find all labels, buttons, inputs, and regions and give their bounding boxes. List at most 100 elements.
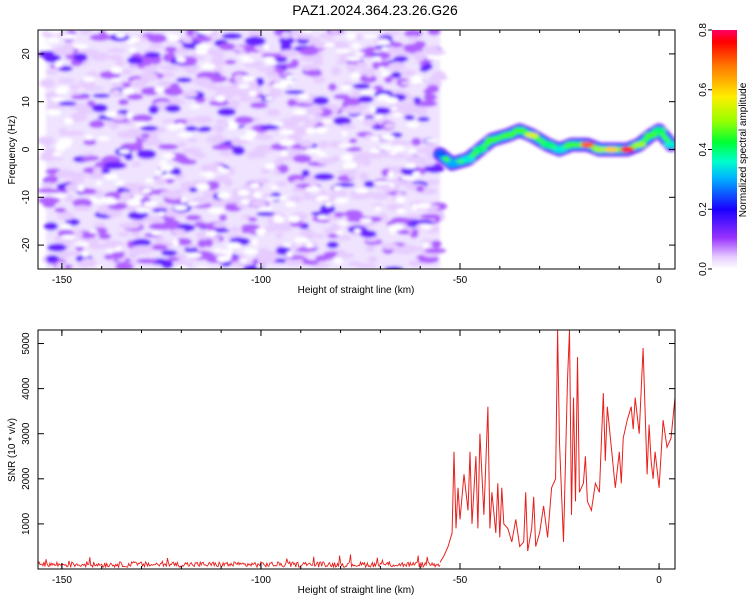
noise-blob — [117, 130, 139, 139]
noise-gap — [273, 217, 286, 224]
noise-blob — [275, 232, 284, 239]
noise-gap — [370, 148, 381, 154]
noise-blob — [384, 122, 395, 129]
noise-blob — [136, 258, 158, 264]
noise-gap — [337, 221, 349, 226]
noise-gap — [395, 196, 406, 204]
noise-gap — [89, 229, 98, 234]
y-tick-label: 2000 — [21, 467, 32, 490]
noise-gap — [213, 248, 221, 253]
noise-blob — [187, 137, 198, 143]
noise-blob — [260, 168, 271, 174]
noise-gap — [315, 195, 324, 203]
noise-blob — [116, 60, 125, 67]
noise-blob — [65, 183, 82, 192]
noise-blob — [345, 146, 362, 152]
noise-blob — [350, 194, 371, 200]
noise-blob — [391, 217, 410, 224]
ridge-point — [500, 132, 515, 139]
noise-blob — [256, 66, 276, 73]
noise-blob — [45, 254, 59, 263]
noise-blob — [174, 49, 191, 54]
noise-gap — [77, 184, 85, 192]
noise-blob — [393, 55, 409, 63]
noise-blob — [372, 107, 391, 115]
noise-blob — [352, 83, 371, 90]
noise-blob — [333, 211, 345, 218]
noise-blob — [131, 161, 142, 167]
noise-blob — [272, 56, 288, 63]
noise-gap — [359, 90, 376, 95]
noise-blob — [299, 230, 315, 238]
noise-gap — [265, 60, 278, 65]
ridge-point — [644, 132, 659, 139]
spectrogram-x-label: Height of straight line (km) — [298, 285, 415, 296]
noise-blob — [105, 209, 119, 217]
noise-blob — [119, 191, 132, 201]
noise-gap — [343, 161, 358, 169]
noise-blob — [278, 164, 289, 174]
noise-blob — [401, 69, 417, 77]
y-tick-label: 1000 — [21, 512, 32, 535]
noise-gap — [371, 56, 382, 61]
noise-blob — [188, 187, 198, 193]
noise-gap — [52, 151, 63, 157]
noise-blob — [361, 158, 372, 166]
noise-blob — [337, 249, 347, 257]
noise-blob — [161, 249, 178, 257]
noise-blob — [80, 258, 97, 268]
noise-gap — [60, 234, 77, 240]
noise-blob — [232, 146, 246, 156]
noise-gap — [245, 136, 254, 141]
noise-blob — [331, 66, 341, 76]
noise-blob — [392, 140, 414, 146]
noise-gap — [409, 80, 426, 85]
noise-blob — [130, 78, 147, 88]
noise-blob — [185, 125, 198, 132]
noise-blob — [163, 86, 184, 97]
noise-blob — [42, 137, 53, 147]
noise-blob — [268, 88, 283, 98]
noise-blob — [175, 157, 192, 164]
noise-blob — [86, 155, 100, 161]
noise-gap — [411, 204, 419, 211]
noise-gap — [173, 204, 188, 211]
noise-blob — [153, 177, 167, 186]
noise-blob — [380, 60, 390, 68]
noise-gap — [412, 171, 421, 178]
noise-gap — [341, 84, 351, 91]
noise-gap — [422, 242, 429, 249]
noise-blob — [165, 177, 175, 184]
noise-gap — [172, 239, 179, 247]
colorbar-label: Normalized spectral amplitude — [738, 82, 749, 217]
noise-gap — [162, 153, 176, 159]
noise-blob — [317, 158, 335, 165]
colorbar-scale — [712, 30, 737, 269]
noise-blob — [310, 211, 330, 217]
noise-gap — [263, 44, 271, 51]
spectrogram-x-axis: -150 -100 -50 0 — [52, 30, 662, 286]
noise-gap — [333, 185, 343, 191]
noise-blob — [278, 37, 295, 45]
noise-gap — [264, 163, 276, 169]
noise-blob — [241, 224, 260, 231]
noise-blob — [365, 244, 376, 252]
noise-blob — [160, 71, 176, 78]
colorbar-ticks: 0.0 0.2 0.4 0.6 0.8 — [698, 23, 712, 276]
noise-gap — [227, 122, 239, 130]
noise-gap — [72, 43, 89, 50]
noise-gap — [220, 168, 230, 174]
noise-blob — [333, 41, 350, 49]
noise-blob — [420, 213, 441, 219]
noise-blob — [303, 191, 312, 201]
noise-gap — [369, 136, 381, 141]
noise-blob — [281, 31, 291, 39]
noise-blob — [280, 49, 299, 57]
noise-blob — [355, 263, 378, 269]
noise-gap — [250, 182, 260, 189]
noise-gap — [302, 30, 312, 34]
x-tick-label: 0 — [656, 275, 662, 286]
y-tick-label: 4000 — [21, 377, 32, 400]
noise-blob — [148, 105, 159, 115]
